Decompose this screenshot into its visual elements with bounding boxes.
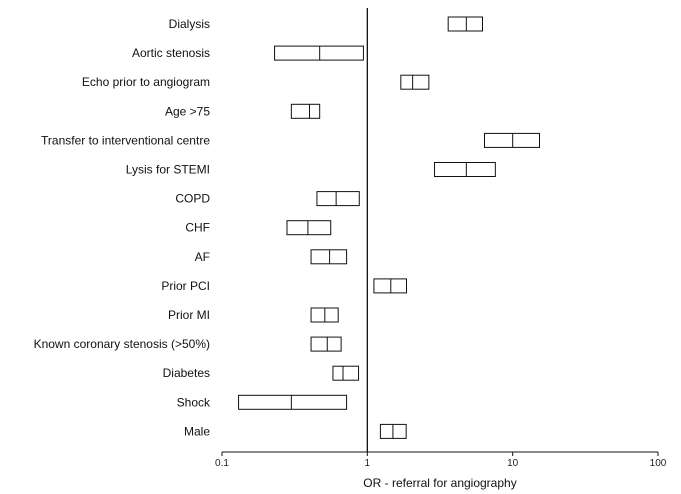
category-label: AF xyxy=(195,250,210,264)
confidence-interval-box xyxy=(332,365,360,381)
forest-row: Lysis for STEMI xyxy=(126,162,496,177)
confidence-interval-box xyxy=(447,16,483,32)
x-axis-ticks: 0.1 1 10 100 xyxy=(215,452,667,469)
category-label: Diabetes xyxy=(163,366,210,380)
category-label: COPD xyxy=(175,192,210,206)
confidence-interval-box xyxy=(434,162,496,177)
forest-row: Shock xyxy=(177,394,348,410)
category-label: Lysis for STEMI xyxy=(126,163,210,177)
confidence-interval-box xyxy=(483,132,541,148)
forest-row: Male xyxy=(184,423,407,439)
forest-row: Prior PCI xyxy=(161,278,408,294)
forest-row: Dialysis xyxy=(169,16,483,32)
category-label: CHF xyxy=(185,221,210,235)
confidence-interval-box xyxy=(290,103,321,119)
forest-rows: Dialysis Aortic stenosis Echo prior to ang… xyxy=(34,16,541,439)
confidence-interval-box xyxy=(310,336,342,352)
category-label: Prior PCI xyxy=(161,279,210,293)
category-label: Age >75 xyxy=(165,104,210,118)
forest-row: AF xyxy=(195,249,348,265)
x-tick-label: 100 xyxy=(650,458,667,469)
forest-row: CHF xyxy=(185,220,332,236)
category-label: Known coronary stenosis (>50%) xyxy=(34,337,210,351)
category-label: Male xyxy=(184,424,210,438)
forest-row: Diabetes xyxy=(163,365,360,381)
forest-row: Prior MI xyxy=(168,307,339,323)
confidence-interval-box xyxy=(373,278,408,294)
forest-row: COPD xyxy=(175,191,360,207)
confidence-interval-box xyxy=(316,191,360,207)
category-label: Prior MI xyxy=(168,308,210,322)
x-tick-label: 0.1 xyxy=(215,458,229,469)
x-tick-label: 1 xyxy=(365,458,371,469)
confidence-interval-box xyxy=(400,74,430,90)
category-label: Dialysis xyxy=(169,17,210,31)
category-label: Shock xyxy=(177,395,211,409)
forest-row: Echo prior to angiogram xyxy=(82,74,430,90)
x-tick-label: 10 xyxy=(507,458,519,469)
forest-row: Aortic stenosis xyxy=(132,45,364,61)
category-label: Echo prior to angiogram xyxy=(82,75,210,89)
category-label: Aortic stenosis xyxy=(132,46,210,60)
forest-row: Age >75 xyxy=(165,103,321,119)
x-axis-title: OR - referral for angiography xyxy=(363,476,516,490)
confidence-interval-box xyxy=(238,394,348,410)
forest-row: Transfer to interventional centre xyxy=(41,132,541,148)
category-label: Transfer to interventional centre xyxy=(41,133,210,147)
confidence-interval-box xyxy=(274,45,364,61)
forest-row: Known coronary stenosis (>50%) xyxy=(34,336,342,352)
confidence-interval-box xyxy=(310,249,348,265)
confidence-interval-box xyxy=(286,220,332,236)
